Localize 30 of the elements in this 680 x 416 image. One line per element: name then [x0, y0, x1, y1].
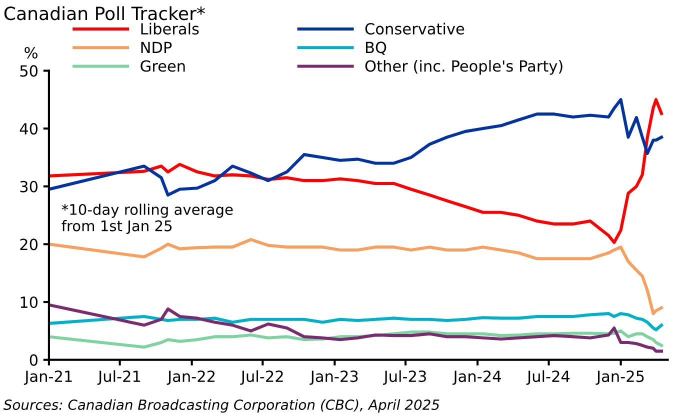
annotation: *10-day rolling average from 1st Jan 25	[62, 204, 233, 234]
x-tick-label: Jul-24	[526, 370, 570, 385]
y-axis-title: %	[24, 46, 38, 59]
x-tick-label: Jan-24	[452, 370, 501, 385]
y-tick-label: 50	[20, 65, 38, 77]
legend-label: Liberals	[141, 22, 199, 35]
x-tick-label: Jan-21	[24, 370, 72, 385]
x-tick-label: Jan-22	[166, 370, 215, 385]
y-tick-label: 30	[20, 180, 38, 192]
line-series	[48, 312, 664, 332]
x-tick-label: Jan-25	[596, 370, 644, 385]
x-tick-label: Jul-21	[97, 370, 140, 385]
x-tick-label: Jan-23	[310, 370, 358, 385]
legend-label: Green	[140, 60, 185, 72]
line-series	[48, 238, 664, 316]
x-tick-label: Jul-22	[240, 370, 283, 385]
y-tick-label: 40	[20, 123, 38, 135]
y-tick-label: 10	[20, 296, 38, 308]
line-series	[48, 98, 664, 197]
legend-label: NDP	[141, 42, 172, 53]
chart-title: Canadian Poll Tracker*	[4, 6, 205, 20]
y-tick-label: 0	[30, 354, 38, 366]
legend-label: BQ	[366, 42, 386, 55]
legend-label: Other (inc. People's Party)	[365, 60, 562, 75]
legend-label: Conservative	[365, 22, 464, 35]
line-series	[48, 303, 664, 353]
y-tick-label: 20	[20, 238, 38, 250]
line-series	[48, 98, 664, 244]
source-note: Sources: Canadian Broadcasting Corporation (CBC), April 2025	[3, 399, 440, 413]
x-tick-label: Jul-23	[383, 370, 426, 385]
